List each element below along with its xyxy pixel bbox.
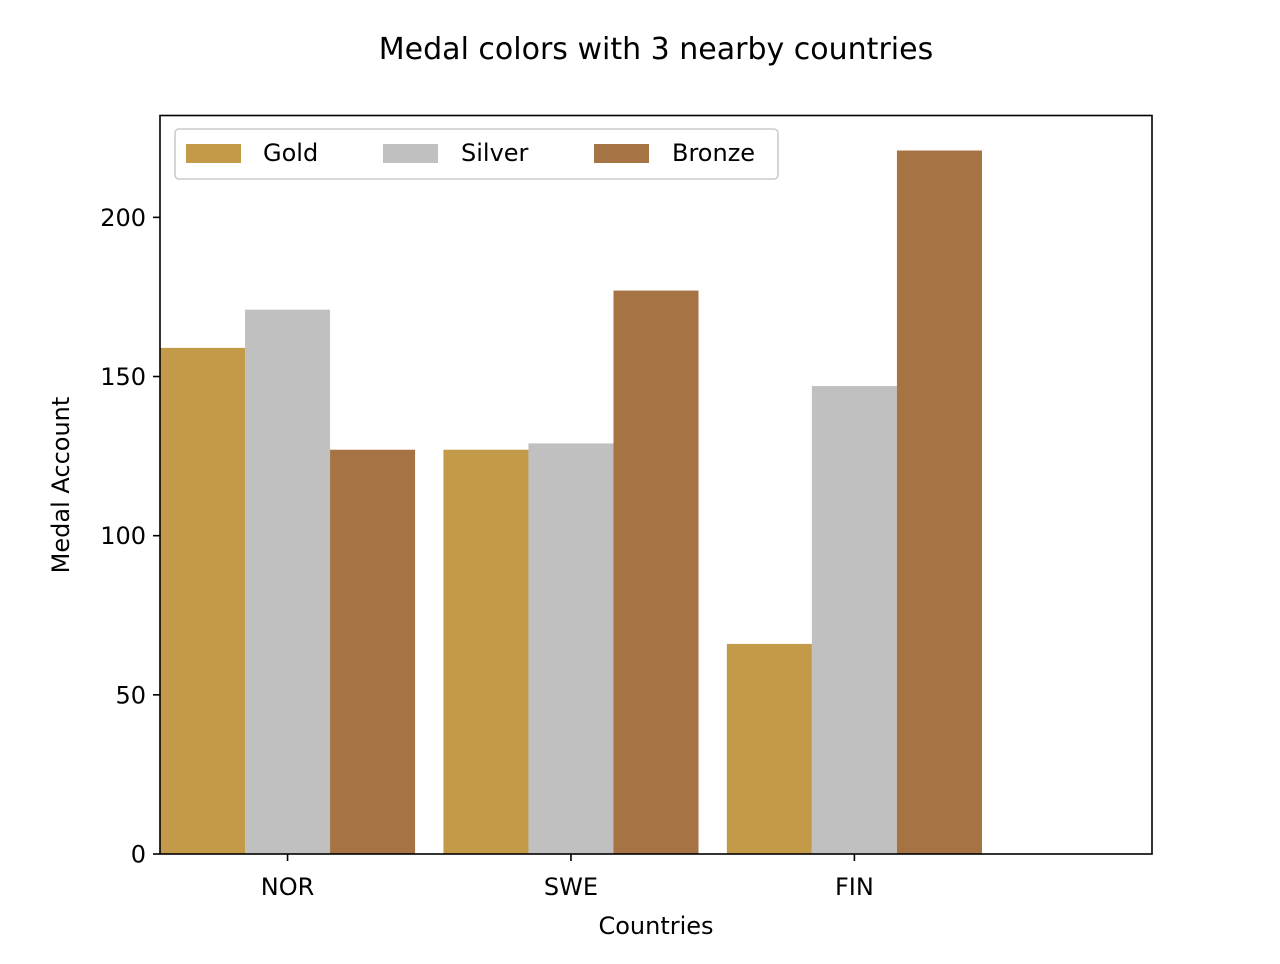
x-tick-label: NOR — [261, 873, 315, 901]
bar-silver-swe — [528, 443, 614, 854]
legend-swatch-silver — [383, 144, 438, 163]
y-axis: 0 50 100 150 200 — [100, 204, 160, 869]
bar-bronze-swe — [613, 290, 699, 854]
y-tick-label: 50 — [115, 681, 146, 709]
legend-swatch-bronze — [594, 144, 649, 163]
bars-layer — [160, 150, 982, 855]
legend: Gold Silver Bronze — [174, 128, 779, 180]
legend-label-silver: Silver — [461, 139, 529, 167]
y-tick-label: 150 — [100, 363, 146, 391]
plot-frame — [159, 114, 1153, 855]
bar-gold-swe — [443, 449, 529, 854]
bar-silver-nor — [245, 309, 331, 854]
y-tick-label: 0 — [131, 841, 146, 869]
y-axis-label: Medal Account — [47, 397, 75, 574]
legend-label-bronze: Bronze — [672, 139, 755, 167]
y-tick-label: 200 — [100, 204, 146, 232]
chart-title: Medal colors with 3 nearby countries — [379, 32, 933, 67]
x-tick-label: FIN — [835, 873, 874, 901]
legend-label-gold: Gold — [263, 139, 318, 167]
x-axis-label: Countries — [598, 912, 713, 940]
bar-bronze-fin — [896, 150, 982, 855]
x-tick-label: SWE — [544, 873, 598, 901]
bar-bronze-nor — [330, 449, 416, 854]
bar-silver-fin — [811, 386, 897, 854]
x-axis: NOR SWE FIN — [261, 854, 874, 901]
legend-box — [174, 128, 779, 180]
legend-swatch-gold — [186, 144, 241, 163]
bar-gold-nor — [160, 347, 246, 854]
bar-gold-fin — [726, 643, 812, 854]
y-tick-label: 100 — [100, 522, 146, 550]
